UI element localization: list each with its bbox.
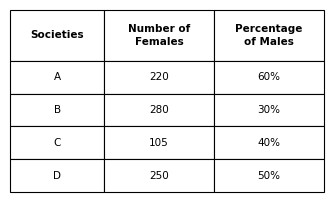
Bar (10, 127, 104, 159)
Text: 280: 280 (149, 105, 169, 115)
Bar (214, 61, 324, 94)
Bar (104, 159, 214, 192)
Text: C: C (53, 138, 61, 148)
Bar (214, 159, 324, 192)
Bar (104, 10, 214, 61)
Bar (10, 10, 104, 61)
Text: 30%: 30% (258, 105, 281, 115)
Bar (104, 61, 214, 94)
Text: D: D (53, 171, 61, 181)
Bar (10, 61, 104, 94)
Bar (10, 94, 104, 127)
Bar (214, 94, 324, 127)
Text: A: A (53, 72, 61, 82)
Text: 40%: 40% (258, 138, 281, 148)
Bar (214, 127, 324, 159)
Text: 60%: 60% (258, 72, 281, 82)
Bar (10, 159, 104, 192)
Text: 220: 220 (149, 72, 169, 82)
Bar (104, 127, 214, 159)
Text: 105: 105 (149, 138, 169, 148)
Bar (214, 10, 324, 61)
Bar (104, 94, 214, 127)
Text: 50%: 50% (258, 171, 281, 181)
Text: 250: 250 (149, 171, 169, 181)
Text: Number of
Females: Number of Females (128, 24, 190, 47)
Text: Percentage
of Males: Percentage of Males (235, 24, 303, 47)
Text: B: B (53, 105, 61, 115)
Text: Societies: Societies (30, 30, 84, 40)
